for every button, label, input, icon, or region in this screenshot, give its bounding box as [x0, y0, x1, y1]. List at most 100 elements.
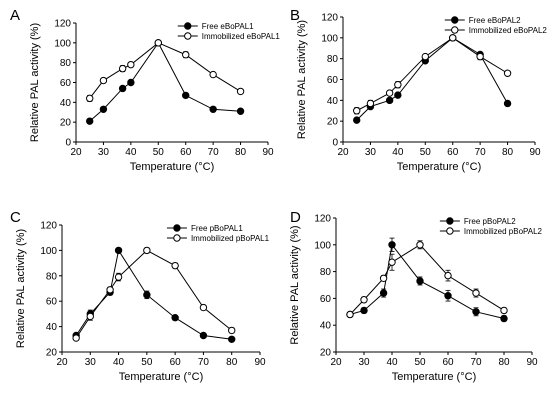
- panel-letter: A: [10, 7, 20, 24]
- data-point: [86, 94, 94, 103]
- series-line: [356, 37, 509, 121]
- data-point: [171, 261, 179, 270]
- data-point: [99, 76, 108, 85]
- y-tick-label: 100: [321, 33, 338, 44]
- x-tick-label: 70: [470, 357, 482, 368]
- y-tick-label: 100: [40, 246, 57, 257]
- data-point: [99, 105, 108, 113]
- data-point: [385, 89, 394, 97]
- panel-letter: B: [290, 7, 300, 24]
- data-point: [416, 241, 424, 249]
- y-tick-label: 120: [314, 214, 331, 225]
- panel-a: A20 30 40 50 60 70 80 90020406080100120Temperat…: [10, 7, 280, 173]
- data-point: [127, 78, 135, 87]
- data-point: [182, 91, 190, 100]
- data-point: [379, 289, 388, 297]
- data-point: [106, 286, 114, 294]
- data-point: [171, 314, 179, 322]
- y-tick-label: 60: [327, 75, 339, 86]
- data-point: [360, 306, 368, 315]
- series-immobilized: [72, 246, 236, 342]
- x-tick-label: 80: [498, 357, 510, 368]
- x-tick-label: 60: [447, 147, 459, 158]
- y-axis-label: Relative PAL activity (%): [289, 225, 301, 344]
- data-point: [476, 52, 484, 61]
- data-point: [503, 99, 512, 108]
- x-tick-label: 50: [420, 147, 432, 158]
- data-point: [154, 39, 162, 47]
- data-point: [388, 258, 396, 266]
- panel-c: C 20 30 40 50 60 70 80 90 20 40 60 80 100 120 Temperatu…: [10, 209, 270, 383]
- panel-d: D 20 30 40 50 60 70 80 90 20 40 60 80 100 120 Temperatu…: [289, 209, 543, 383]
- panel-letter: D: [290, 209, 301, 226]
- x-axis-label: Temperature (°C): [392, 371, 476, 383]
- x-tick-label: 60: [170, 357, 182, 368]
- data-point: [114, 246, 123, 255]
- series-line: [75, 249, 232, 340]
- x-tick-label: 80: [502, 147, 514, 158]
- y-tick-label: 20: [320, 348, 332, 359]
- data-point: [199, 331, 208, 340]
- x-tick-label: 90: [254, 357, 266, 368]
- data-point: [416, 277, 424, 285]
- data-point: [444, 271, 452, 280]
- data-point: [385, 96, 394, 105]
- y-tick-label: 80: [46, 271, 58, 282]
- series-free: [86, 39, 245, 125]
- y-tick-label: 80: [60, 58, 72, 69]
- y-tick-label: 20: [46, 348, 58, 359]
- x-tick-label: 20: [337, 147, 349, 158]
- data-point: [449, 34, 457, 42]
- panel-letter: C: [10, 209, 21, 226]
- x-tick-label: 40: [125, 147, 137, 158]
- data-point: [500, 306, 508, 315]
- legend-marker: [184, 32, 192, 40]
- series-line: [89, 41, 241, 122]
- data-point: [209, 70, 217, 79]
- series-line: [349, 244, 505, 315]
- x-tick-label: 90: [526, 357, 538, 368]
- series-free: [72, 246, 236, 343]
- y-tick-label: 120: [54, 19, 71, 30]
- data-point: [143, 246, 151, 255]
- data-point: [228, 335, 236, 343]
- data-point: [209, 105, 217, 113]
- x-tick-label: 50: [153, 147, 165, 158]
- y-tick-label: 0: [65, 138, 71, 149]
- y-tick-label: 20: [60, 118, 72, 129]
- legend-marker: [451, 26, 459, 34]
- y-tick-label: 80: [320, 267, 332, 278]
- series-immobilized: [86, 39, 245, 103]
- series-free: [346, 237, 508, 323]
- legend-label: Free pBoPAL1: [191, 224, 243, 233]
- x-tick-label: 90: [529, 147, 541, 158]
- x-tick-label: 70: [475, 147, 487, 158]
- data-point: [127, 60, 135, 69]
- series-immobilized: [353, 34, 512, 115]
- y-tick-label: 100: [54, 38, 71, 49]
- x-axis-label: Temperature (°C): [119, 371, 203, 383]
- y-tick-label: 20: [327, 117, 339, 128]
- data-point: [182, 51, 190, 59]
- data-point: [388, 241, 396, 249]
- x-axis-label: Temperature (°C): [130, 161, 214, 173]
- x-tick-label: 70: [198, 357, 210, 368]
- series-line: [356, 37, 508, 112]
- x-tick-label: 50: [141, 357, 153, 368]
- y-tick-label: 60: [60, 78, 72, 89]
- data-point: [394, 91, 402, 99]
- legend-label: Free eBoPAL1: [202, 22, 254, 31]
- y-tick-label: 40: [327, 96, 339, 107]
- data-point: [444, 292, 452, 300]
- legend-marker: [446, 227, 454, 235]
- series-line: [75, 249, 233, 339]
- data-point: [366, 99, 375, 108]
- series-line: [349, 243, 505, 319]
- legend-label: Immobilized eBoPAL1: [202, 32, 281, 41]
- data-point: [472, 289, 480, 297]
